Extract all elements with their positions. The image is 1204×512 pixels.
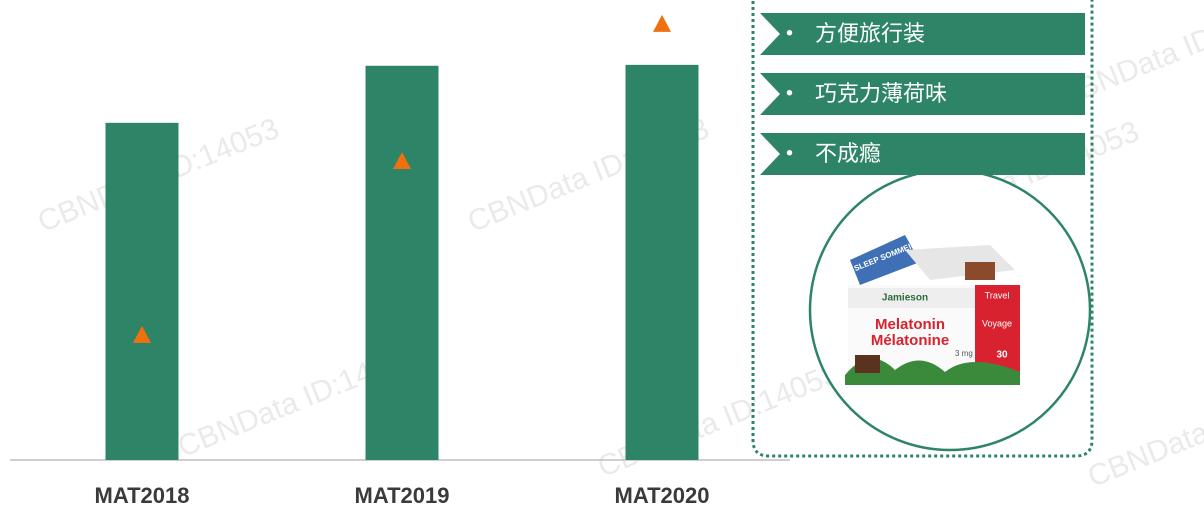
count: 30 (996, 350, 1008, 361)
bar (366, 66, 439, 460)
dose: 3 mg (955, 349, 973, 358)
voyage: Voyage (982, 318, 1012, 328)
tag-banner (760, 133, 1085, 175)
chart: CBNData ID:14053CBNData ID:14053CBNData … (0, 0, 1204, 512)
triangle-marker (653, 15, 671, 32)
tag-text: 不成瘾 (815, 141, 881, 166)
tag-bullet: • (786, 22, 793, 44)
chocolate-piece (855, 355, 880, 373)
tag-bullet: • (786, 82, 793, 104)
product-image: SLEEP SOMMEIL Jamieson Melatonin Mélaton… (845, 235, 1020, 385)
travel: Travel (985, 290, 1010, 300)
product-name-fr: Mélatonine (871, 332, 949, 349)
brand: Jamieson (882, 293, 928, 304)
product-name-en: Melatonin (875, 316, 945, 333)
tag-text: 巧克力薄荷味 (815, 81, 947, 106)
x-tick-label: MAT2020 (615, 483, 710, 508)
bar (626, 65, 699, 460)
chocolate (965, 262, 995, 280)
x-tick-label: MAT2018 (95, 483, 190, 508)
tag-bullet: • (786, 142, 793, 164)
tag-text: 方便旅行装 (815, 21, 925, 46)
bar (106, 123, 179, 460)
watermark: CBNData ID:14053 (1083, 367, 1204, 494)
x-tick-label: MAT2019 (355, 483, 450, 508)
